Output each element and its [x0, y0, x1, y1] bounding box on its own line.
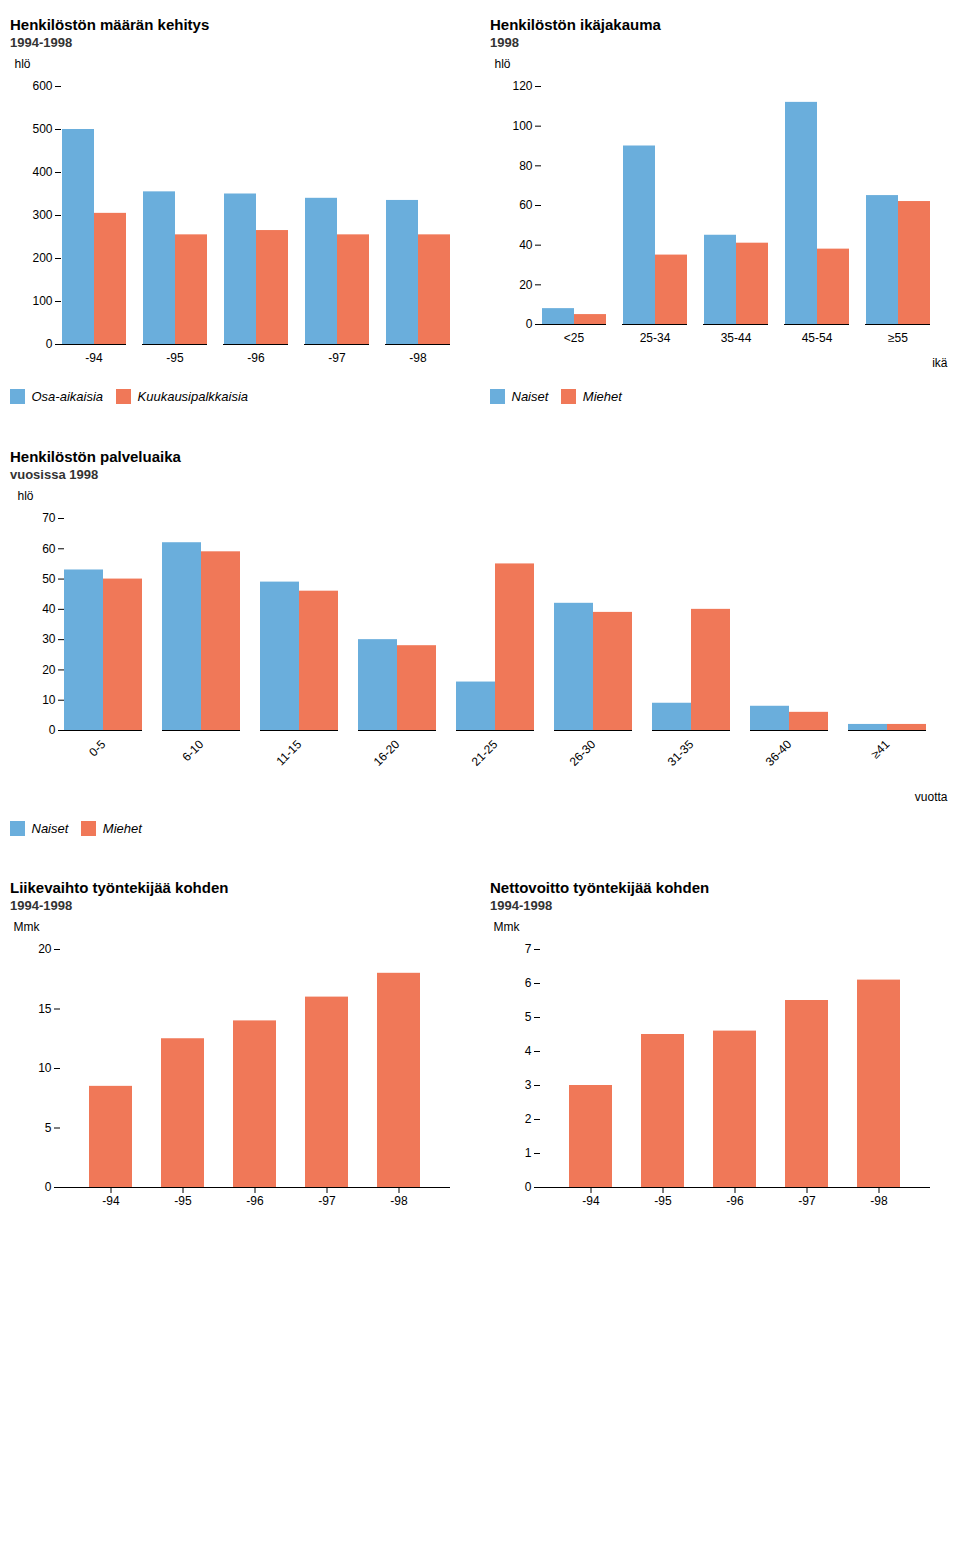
svg-text:ikä: ikä: [932, 356, 948, 370]
svg-text:-98: -98: [870, 1194, 888, 1208]
svg-text:11-15: 11-15: [273, 737, 304, 768]
svg-text:16-20: 16-20: [371, 737, 403, 769]
svg-text:40: 40: [42, 602, 56, 616]
svg-text:30: 30: [42, 632, 56, 646]
svg-text:60: 60: [519, 198, 533, 212]
svg-text:50: 50: [42, 571, 56, 585]
svg-text:-95: -95: [174, 1194, 192, 1208]
html-text:1994-1998: 1994-1998: [10, 898, 73, 913]
svg-text:7: 7: [525, 942, 532, 956]
html-text:Naiset: Naiset: [511, 389, 549, 404]
svg-text:-96: -96: [726, 1194, 744, 1208]
html-text:Miehet: Miehet: [582, 389, 622, 404]
html-text:1994-1998: 1994-1998: [490, 898, 553, 913]
svg-text:vuotta: vuotta: [915, 789, 948, 803]
svg-text:6-10: 6-10: [179, 737, 206, 764]
html-text:Miehet: Miehet: [102, 820, 142, 836]
html-text:Kuukausipalkkaisia: Kuukausipalkkaisia: [137, 389, 249, 404]
svg-text:20: 20: [42, 662, 56, 676]
svg-text:2: 2: [525, 1112, 532, 1126]
svg-text:10: 10: [38, 1061, 52, 1075]
svg-text:-94: -94: [102, 1194, 120, 1208]
svg-text:-97: -97: [328, 351, 346, 365]
svg-text:-98: -98: [390, 1194, 408, 1208]
svg-text:400: 400: [32, 165, 52, 179]
svg-text:120: 120: [512, 79, 532, 93]
svg-text:<25: <25: [564, 331, 585, 345]
svg-text:0: 0: [45, 1180, 52, 1194]
svg-text:40: 40: [519, 238, 533, 252]
svg-text:0: 0: [526, 317, 533, 331]
svg-text:21-25: 21-25: [469, 737, 501, 769]
svg-text:hlö: hlö: [15, 57, 31, 71]
svg-text:-96: -96: [246, 1194, 264, 1208]
svg-text:100: 100: [32, 294, 52, 308]
svg-text:25-34: 25-34: [640, 331, 671, 345]
svg-text:-94: -94: [582, 1194, 600, 1208]
svg-text:5: 5: [45, 1121, 52, 1135]
html-text:1994-1998: 1994-1998: [10, 35, 73, 50]
svg-text:15: 15: [38, 1002, 52, 1016]
html-text:Osa-aikaisia: Osa-aikaisia: [31, 389, 103, 404]
svg-text:-97: -97: [318, 1194, 336, 1208]
svg-text:≥55: ≥55: [888, 331, 908, 345]
svg-text:0: 0: [49, 723, 56, 737]
html-text:Henkilöstön ikäjakauma: Henkilöstön ikäjakauma: [490, 16, 661, 33]
svg-text:100: 100: [512, 119, 532, 133]
svg-text:70: 70: [42, 511, 56, 525]
svg-text:Mmk: Mmk: [14, 920, 41, 934]
svg-text:Mmk: Mmk: [494, 920, 521, 934]
svg-text:200: 200: [32, 251, 52, 265]
html-text:vuosissa 1998: vuosissa 1998: [10, 466, 99, 482]
svg-text:500: 500: [32, 122, 52, 136]
svg-text:36-40: 36-40: [763, 737, 795, 769]
svg-text:hlö: hlö: [495, 57, 511, 71]
html-text:Liikevaihto työntekijää kohden: Liikevaihto työntekijää kohden: [10, 879, 229, 896]
html-text:Nettovoitto työntekijää kohden: Nettovoitto työntekijää kohden: [490, 879, 710, 896]
svg-text:60: 60: [42, 541, 56, 555]
svg-text:10: 10: [42, 693, 56, 707]
html-text:1998: 1998: [490, 35, 519, 50]
html-text:Henkilöstön palveluaika: Henkilöstön palveluaika: [10, 447, 181, 465]
svg-text:20: 20: [38, 942, 52, 956]
svg-text:4: 4: [525, 1044, 532, 1058]
svg-text:80: 80: [519, 159, 533, 173]
svg-text:-95: -95: [166, 351, 184, 365]
svg-text:31-35: 31-35: [665, 737, 697, 769]
svg-text:45-54: 45-54: [802, 331, 833, 345]
svg-text:3: 3: [525, 1078, 532, 1092]
svg-text:-98: -98: [409, 351, 427, 365]
html-text:Henkilöstön määrän kehitys: Henkilöstön määrän kehitys: [10, 16, 210, 33]
svg-text:-97: -97: [798, 1194, 816, 1208]
svg-text:5: 5: [525, 1010, 532, 1024]
svg-text:hlö: hlö: [18, 489, 34, 503]
svg-text:-96: -96: [247, 351, 265, 365]
svg-text:0-5: 0-5: [86, 737, 108, 759]
svg-text:-95: -95: [654, 1194, 672, 1208]
svg-text:1: 1: [525, 1146, 532, 1160]
svg-text:≥41: ≥41: [868, 737, 892, 761]
svg-text:35-44: 35-44: [721, 331, 752, 345]
svg-text:0: 0: [525, 1180, 532, 1194]
svg-text:600: 600: [32, 79, 52, 93]
html-text:Naiset: Naiset: [31, 820, 69, 836]
svg-text:300: 300: [32, 208, 52, 222]
svg-text:-94: -94: [85, 351, 103, 365]
svg-text:20: 20: [519, 278, 533, 292]
svg-text:26-30: 26-30: [567, 737, 599, 769]
svg-text:0: 0: [46, 337, 53, 351]
svg-text:6: 6: [525, 976, 532, 990]
